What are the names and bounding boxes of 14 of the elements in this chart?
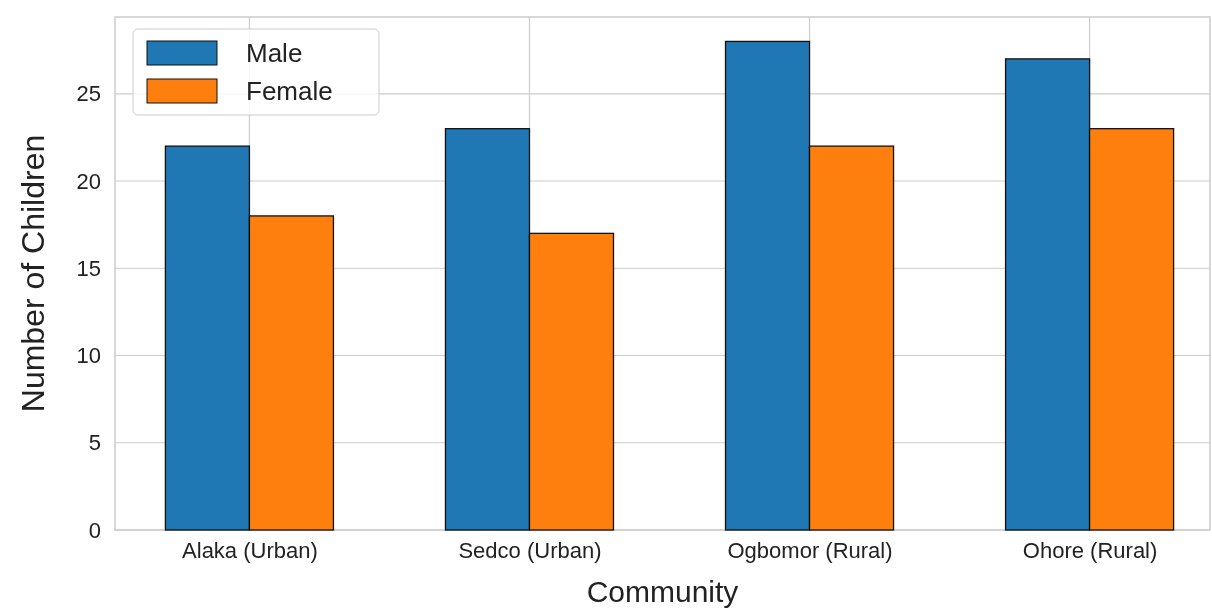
y-axis-title: Number of Children [15, 134, 51, 413]
x-axis-title: Community [586, 575, 739, 608]
y-tick-label: 20 [76, 168, 101, 194]
y-tick-label: 0 [88, 517, 101, 543]
y-tick-label: 15 [76, 255, 101, 281]
x-tick-label: Ohore (Rural) [1022, 537, 1158, 563]
y-tick-label: 25 [76, 81, 101, 107]
legend-label: Male [246, 38, 303, 68]
y-tick-label: 10 [76, 343, 101, 369]
x-tick-label: Alaka (Urban) [182, 537, 318, 563]
x-tick-label: Sedco (Urban) [458, 537, 602, 563]
x-tick-label: Ogbomor (Rural) [727, 537, 893, 563]
legend-label: Female [246, 76, 333, 106]
y-tick-label: 5 [88, 430, 101, 456]
